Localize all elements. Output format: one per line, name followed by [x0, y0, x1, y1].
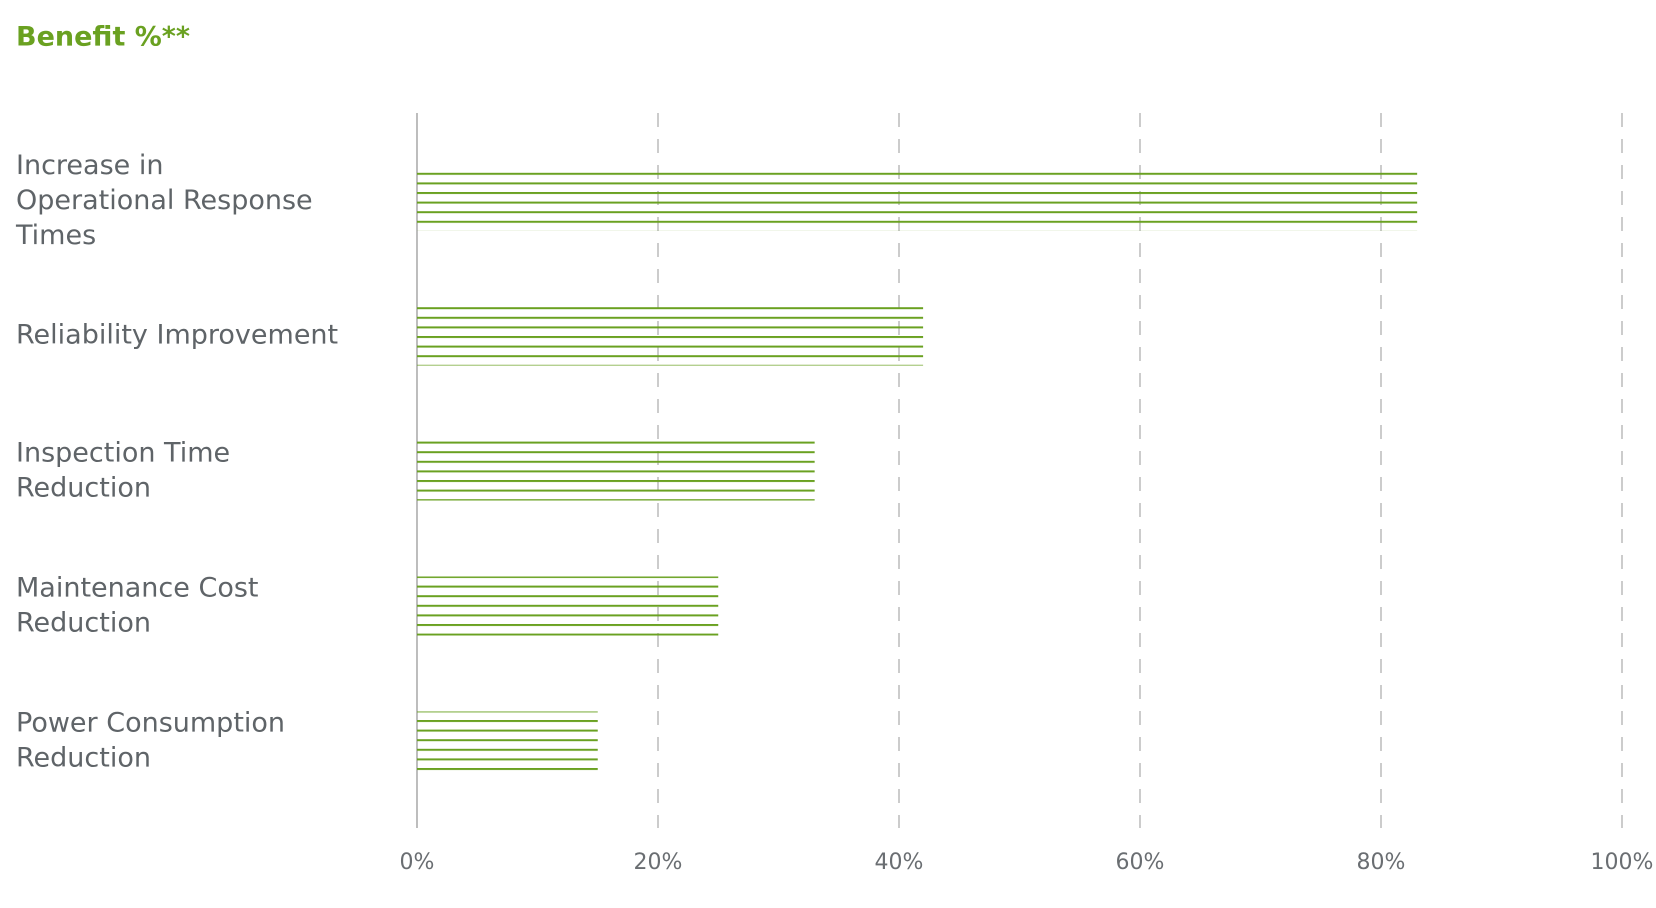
x-tick-label: 40% [875, 850, 924, 875]
chart-title: Benefit %** [16, 22, 190, 53]
x-tick-label: 20% [634, 850, 683, 875]
bar [417, 171, 1418, 231]
bar [417, 711, 598, 771]
bar [417, 576, 719, 636]
y-tick-label: Power Consumption Reduction [16, 707, 294, 773]
x-tick-label: 80% [1357, 850, 1406, 875]
y-tick-label: Reliability Improvement [16, 320, 338, 351]
x-tick-label: 0% [400, 850, 435, 875]
y-tick-label: Maintenance Cost Reduction [16, 572, 267, 638]
x-tick-label: 60% [1116, 850, 1165, 875]
bar [417, 306, 924, 366]
bar [417, 441, 815, 501]
y-tick-label: Increase in Operational Response Times [15, 150, 321, 251]
x-tick-label: 100% [1591, 850, 1654, 875]
y-tick-label: Inspection Time Reduction [16, 437, 239, 503]
